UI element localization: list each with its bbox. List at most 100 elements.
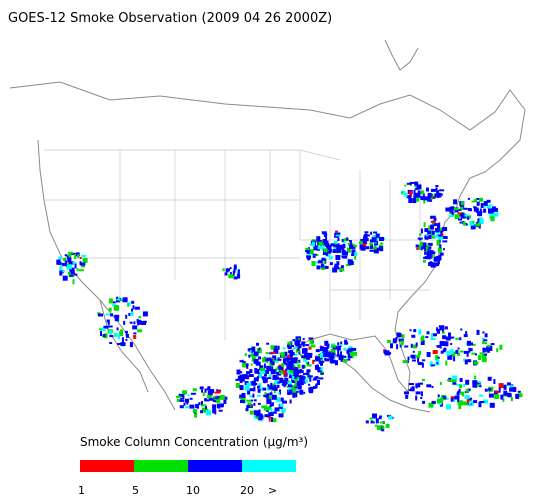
smoke-pixel — [239, 385, 244, 391]
smoke-pixel — [299, 370, 304, 373]
smoke-pixel — [233, 267, 236, 273]
smoke-pixel — [398, 338, 404, 342]
smoke-pixel — [436, 345, 442, 348]
smoke-pixel — [325, 347, 329, 349]
smoke-pixel — [286, 365, 291, 370]
smoke-pixel — [305, 344, 310, 347]
smoke-pixel — [67, 257, 72, 263]
smoke-pixel — [422, 359, 426, 362]
smoke-pixel — [315, 355, 318, 360]
smoke-pixel — [142, 320, 147, 323]
smoke-pixel — [400, 340, 404, 346]
smoke-pixel — [132, 325, 138, 330]
smoke-pixel — [74, 263, 77, 269]
smoke-pixel — [453, 199, 458, 205]
smoke-pixel — [322, 239, 326, 243]
smoke-pixel — [457, 390, 461, 393]
smoke-pixel — [254, 355, 258, 358]
smoke-pixel — [233, 264, 237, 270]
smoke-pixel — [415, 192, 421, 198]
smoke-pixel — [340, 351, 343, 357]
smoke-pixel — [513, 387, 517, 392]
smoke-pixel — [204, 398, 208, 401]
smoke-pixel — [465, 331, 468, 335]
smoke-pixel — [295, 339, 300, 345]
smoke-pixel — [69, 274, 74, 277]
smoke-pixel — [273, 345, 278, 350]
smoke-pixel — [347, 348, 352, 353]
smoke-pixel — [303, 391, 306, 394]
smoke-pixel — [288, 364, 293, 370]
smoke-pixel — [246, 382, 252, 386]
smoke-pixel — [425, 336, 429, 339]
smoke-pixel — [270, 358, 274, 361]
smoke-pixel — [279, 403, 284, 407]
smoke-pixel — [416, 197, 420, 202]
smoke-pixel — [178, 393, 183, 397]
smoke-pixel — [224, 272, 228, 276]
smoke-pixel — [236, 369, 241, 375]
smoke-pixel — [258, 348, 261, 351]
legend-label: 1 — [78, 484, 85, 497]
smoke-pixel — [182, 390, 188, 395]
smoke-pixel — [275, 368, 278, 374]
smoke-pixel — [422, 400, 426, 404]
smoke-pixel — [268, 374, 272, 378]
smoke-pixel — [475, 353, 477, 356]
smoke-pixel — [133, 321, 136, 325]
smoke-pixel — [263, 406, 269, 411]
smoke-pixel — [189, 397, 193, 400]
smoke-pixel — [324, 358, 330, 362]
smoke-pixel — [117, 334, 120, 340]
smoke-pixel — [136, 318, 139, 323]
smoke-pixel — [426, 384, 432, 388]
legend-swatch — [242, 460, 296, 472]
smoke-pixel — [422, 244, 426, 250]
smoke-pixel — [340, 343, 342, 346]
smoke-pixel — [416, 184, 422, 190]
smoke-pixel — [419, 241, 423, 247]
smoke-pixel — [198, 402, 201, 406]
smoke-pixel — [483, 399, 488, 404]
smoke-pixel — [263, 395, 267, 397]
smoke-pixel — [280, 397, 283, 402]
smoke-pixel — [430, 263, 436, 268]
smoke-pixel — [439, 325, 445, 331]
smoke-pixel — [349, 240, 352, 246]
smoke-pixel — [105, 313, 111, 316]
smoke-pixel — [180, 397, 185, 400]
smoke-pixel — [212, 404, 217, 410]
smoke-pixel — [286, 385, 289, 388]
smoke-pixel — [287, 346, 292, 350]
smoke-pixel — [332, 250, 335, 253]
smoke-pixel — [334, 242, 337, 247]
smoke-pixel — [459, 350, 464, 353]
smoke-pixel — [440, 227, 442, 233]
smoke-pixel — [509, 387, 515, 392]
smoke-pixel — [412, 350, 415, 353]
smoke-pixel — [295, 392, 298, 398]
smoke-pixel — [206, 388, 211, 391]
smoke-pixel — [458, 218, 463, 221]
smoke-pixel — [488, 208, 490, 214]
smoke-pixel — [435, 228, 440, 233]
smoke-pixel — [277, 392, 280, 395]
smoke-pixel — [335, 232, 341, 235]
smoke-pixel — [426, 187, 429, 192]
smoke-pixel — [426, 331, 430, 335]
smoke-pixel — [431, 235, 436, 239]
smoke-pixel — [477, 383, 481, 386]
smoke-pixel — [185, 406, 189, 409]
smoke-pixel — [68, 251, 74, 254]
smoke-pixel — [108, 298, 113, 304]
smoke-pixel — [204, 399, 210, 402]
smoke-pixel — [478, 220, 484, 224]
smoke-pixel — [278, 413, 284, 418]
smoke-pixel — [438, 257, 440, 262]
smoke-pixel — [275, 358, 279, 363]
smoke-pixel — [290, 371, 294, 374]
smoke-pixel — [373, 249, 379, 254]
legend-label: > — [268, 484, 277, 497]
smoke-pixel — [261, 376, 265, 379]
smoke-pixel — [288, 381, 292, 385]
